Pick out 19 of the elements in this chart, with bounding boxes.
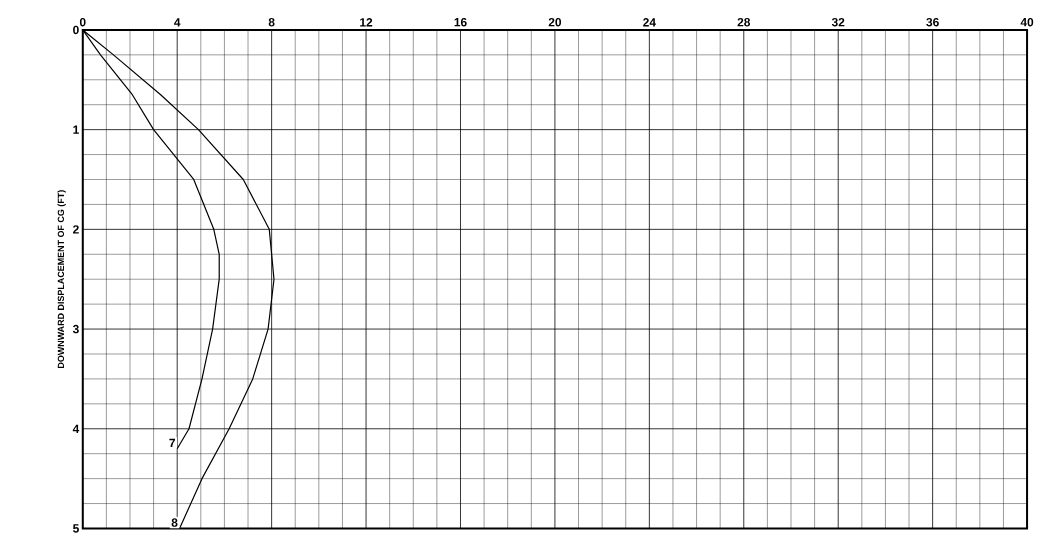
- x-tick-label: 40: [1020, 17, 1034, 27]
- x-tick-label: 12: [360, 18, 373, 27]
- x-tick-label: 16: [454, 17, 467, 27]
- series-label: 8: [171, 518, 178, 527]
- x-tick-label: 8: [268, 17, 275, 27]
- y-tick-label: 3: [72, 324, 79, 334]
- x-tick-label: 24: [643, 18, 656, 27]
- y-tick-label: 5: [73, 524, 79, 533]
- y-axis-title: DOWNWARD DISPLACEMENT OF CG (FT): [57, 190, 66, 369]
- x-tick-label: 32: [831, 17, 845, 27]
- series-label: 7: [169, 438, 175, 448]
- x-tick-label: 4: [174, 18, 181, 27]
- y-tick-label: 1: [73, 125, 79, 134]
- x-tick-label: 28: [737, 17, 751, 27]
- x-tick-label: 20: [548, 17, 562, 27]
- y-tick-label: 4: [72, 424, 80, 433]
- x-tick-label: 36: [926, 17, 939, 27]
- y-tick-label: 0: [73, 25, 79, 35]
- y-tick-label: 2: [73, 225, 79, 234]
